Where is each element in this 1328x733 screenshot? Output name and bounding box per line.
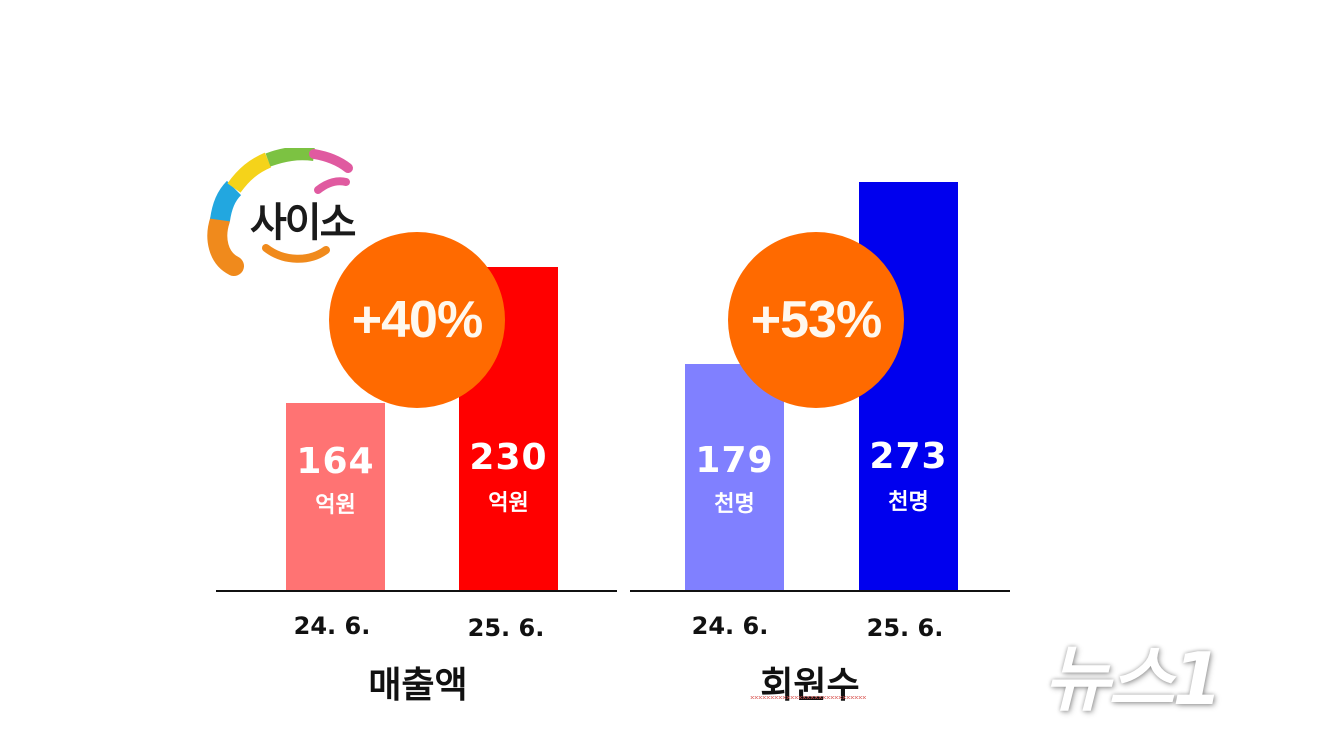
bar-revenue-2506: 230 억원 <box>459 267 558 591</box>
x-axis-line <box>630 590 1010 592</box>
spellcheck-underline <box>750 696 866 699</box>
x-axis-line <box>216 590 617 592</box>
bar-members-2506: 273 천명 <box>859 182 958 591</box>
saiso-logo: 사이소 <box>206 146 386 278</box>
bar-unit: 억원 <box>315 493 356 518</box>
x-tick-label: 25. 6. <box>866 614 944 642</box>
bar-value: 179 <box>695 440 774 481</box>
watermark-text: 뉴스1 <box>1044 637 1223 721</box>
bar-members-2406: 179 천명 <box>685 364 784 591</box>
logo-text: 사이소 <box>250 200 356 246</box>
growth-badge-revenue: +40% <box>329 232 505 408</box>
x-tick-label: 24. 6. <box>293 612 371 640</box>
bar-value: 164 <box>296 441 375 482</box>
bar-value: 230 <box>469 437 548 478</box>
bar-unit: 천명 <box>714 492 755 517</box>
growth-badge-members: +53% <box>728 232 904 408</box>
logo-arc-icon <box>207 146 353 276</box>
bar-value: 273 <box>869 436 948 477</box>
x-tick-label: 24. 6. <box>691 612 769 640</box>
x-tick-label: 25. 6. <box>467 614 545 642</box>
bar-unit: 억원 <box>488 491 529 516</box>
news1-watermark: 뉴스1 <box>1040 612 1315 721</box>
chart-title: 회원수 <box>760 665 860 706</box>
chart-title: 매출액 <box>368 665 468 706</box>
bar-revenue-2406: 164 억원 <box>286 403 385 591</box>
bar-unit: 천명 <box>888 490 929 515</box>
